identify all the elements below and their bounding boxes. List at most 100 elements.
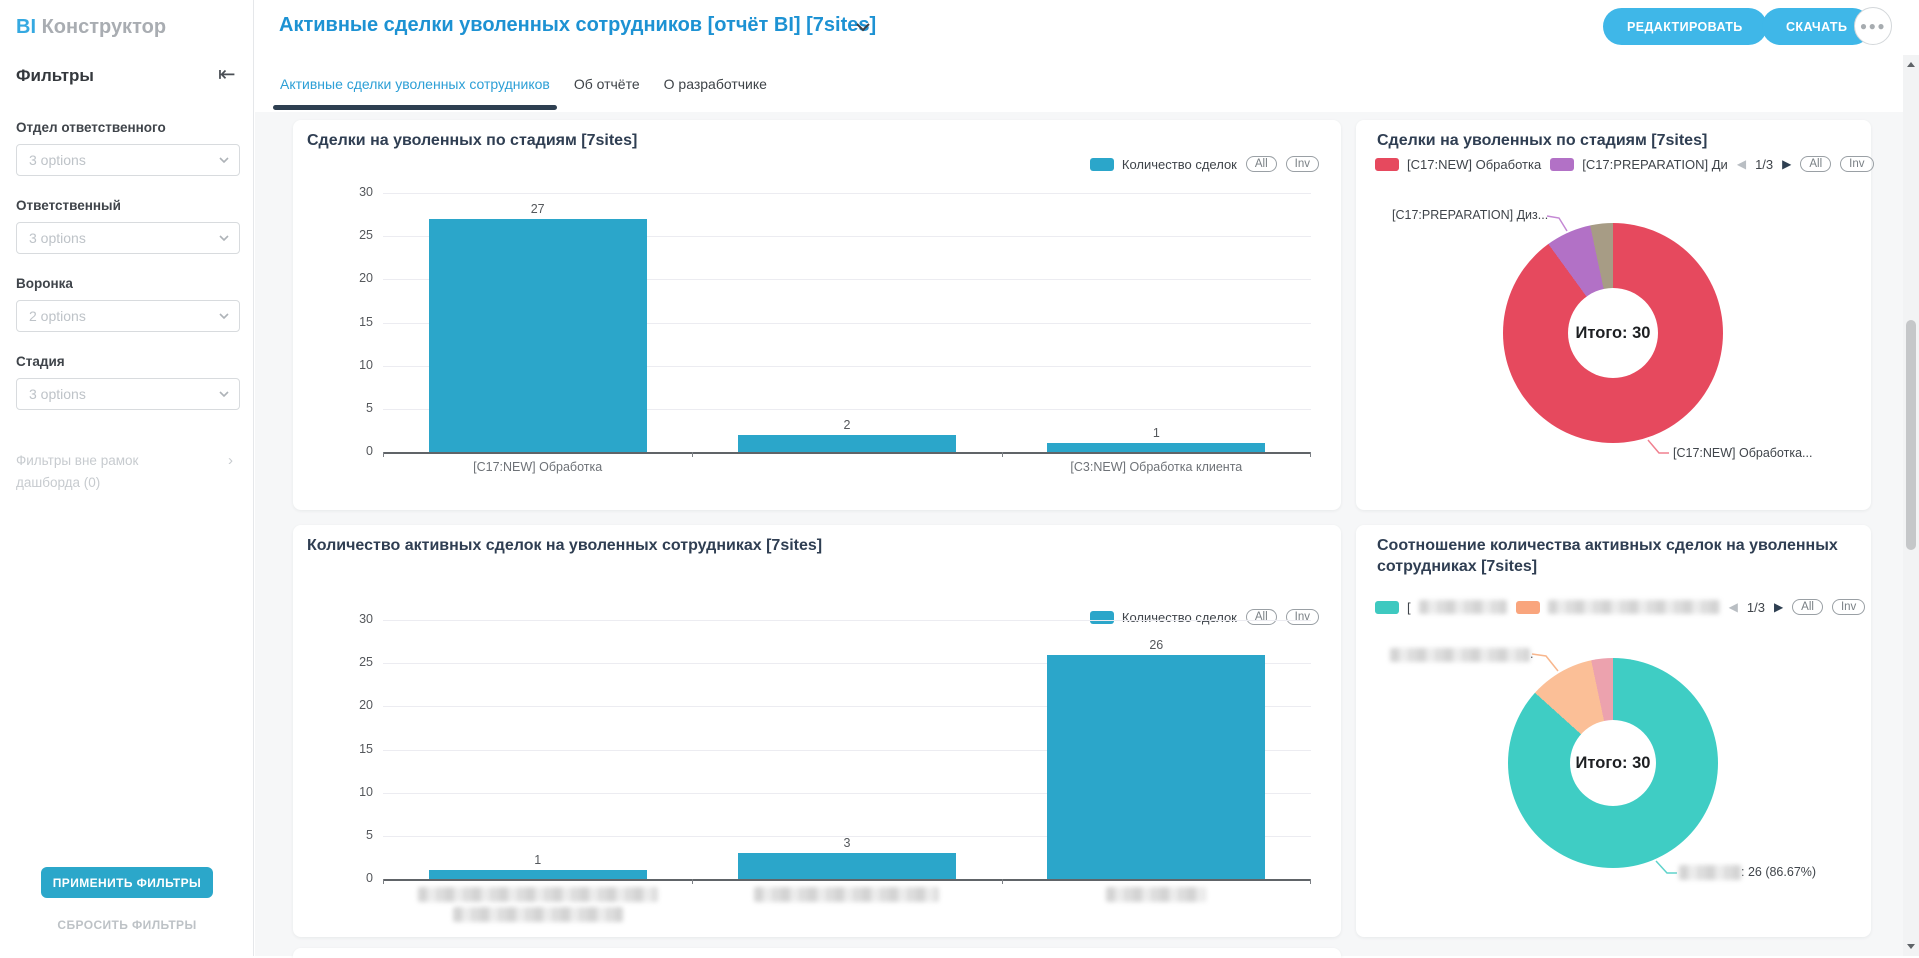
filters-list: Отдел ответственного 3 options Ответственн…: [16, 120, 240, 432]
chevron-down-icon[interactable]: [855, 22, 871, 32]
legend-all-button[interactable]: All: [1792, 599, 1823, 615]
legend-item[interactable]: Количество сделок: [1089, 157, 1237, 172]
donut-total-label: Итого: 30: [1575, 753, 1651, 772]
legend-item[interactable]: [C17:NEW] Обработка: [1375, 157, 1541, 172]
report-title[interactable]: Активные сделки уволенных сотрудников [о…: [279, 14, 877, 36]
bar[interactable]: [428, 218, 647, 452]
bar-value-label: 27: [530, 201, 545, 216]
bar-slot: 27: [383, 193, 692, 452]
scroll-down-icon[interactable]: [1907, 944, 1915, 949]
download-button[interactable]: СКАЧАТЬ: [1762, 8, 1872, 45]
y-tick-label: 10: [359, 357, 373, 372]
legend-swatch: [1515, 600, 1540, 614]
legend-inv-button[interactable]: Inv: [1831, 599, 1866, 615]
y-tick-label: 25: [359, 228, 373, 243]
more-options-button[interactable]: ●●●: [1854, 7, 1892, 45]
vertical-scrollbar[interactable]: [1903, 55, 1919, 956]
tab-2[interactable]: О разработчике: [663, 76, 767, 92]
filter-select[interactable]: 3 options: [16, 144, 240, 176]
legend-next-icon[interactable]: ▶: [1782, 157, 1792, 171]
legend-item[interactable]: [1515, 600, 1720, 614]
gridline: [383, 749, 1311, 751]
y-tick-label: 30: [359, 612, 373, 626]
legend-inv-button[interactable]: Inv: [1285, 156, 1319, 172]
external-filters-label[interactable]: Фильтры вне рамок дашборда (0): [16, 453, 139, 490]
axis-tick: [1310, 879, 1311, 884]
logo-name: Конструктор: [41, 16, 167, 38]
axis-tick: [1001, 452, 1003, 457]
filter-select[interactable]: 3 options: [16, 222, 240, 254]
filter-select[interactable]: 2 options: [16, 300, 240, 332]
chevron-down-icon: [219, 157, 229, 164]
censored-axis-text: [452, 907, 623, 922]
filter-group: Ответственный 3 options: [16, 198, 240, 254]
filter-group: Стадия 3 options: [16, 354, 240, 410]
bar[interactable]: [737, 434, 956, 452]
legend-label: [C17:NEW] Обработка: [1407, 156, 1542, 172]
chevron-right-icon[interactable]: ›: [228, 452, 233, 469]
legend-page-indicator: 1/3: [1755, 156, 1774, 172]
bar-value-label: 26: [1149, 637, 1164, 652]
censored-axis-text: [1106, 887, 1207, 902]
header: Активные сделки уволенных сотрудников [о…: [255, 0, 1903, 112]
edit-button[interactable]: РЕДАКТИРОВАТЬ: [1603, 8, 1767, 45]
axis-tick: [692, 879, 694, 884]
collapse-sidebar-icon[interactable]: ⇤: [218, 63, 236, 86]
legend-prev-icon[interactable]: ◀: [1736, 157, 1747, 171]
chevron-down-icon: [219, 313, 229, 320]
card-active-deals-bar: Количество активных сделок на уволенных …: [293, 525, 1341, 937]
scrollbar-thumb[interactable]: [1906, 320, 1916, 550]
chart-title: Сделки на уволенных по стадиям [7sites]: [1377, 132, 1708, 149]
filter-group: Отдел ответственного 3 options: [16, 120, 240, 176]
donut-center: Итого: 30: [1570, 720, 1656, 806]
y-tick-label: 10: [359, 784, 373, 799]
next-card-peek: [293, 948, 1341, 958]
bar[interactable]: [1047, 654, 1266, 879]
filter-value: 3 options: [29, 230, 86, 246]
axis-tick: [383, 879, 384, 884]
filter-label: Ответственный: [16, 198, 121, 213]
legend-item[interactable]: [C17:PREPARATION] Ди: [1550, 157, 1728, 172]
filter-label: Воронка: [16, 276, 73, 291]
censored-legend-text: [1418, 600, 1507, 614]
bar-value-label: 2: [843, 417, 851, 432]
gridline: [383, 193, 1311, 194]
legend-all-button[interactable]: All: [1245, 156, 1277, 172]
gridline: [383, 279, 1311, 281]
bar[interactable]: [737, 853, 956, 879]
bar[interactable]: [1047, 443, 1266, 452]
card-active-deals-donut: Соотношение количества активных сделок н…: [1356, 525, 1871, 937]
scroll-up-icon[interactable]: [1907, 62, 1915, 67]
legend-inv-button[interactable]: Inv: [1840, 156, 1874, 172]
logo-bi: BI: [16, 16, 36, 38]
chart-legend: Количество сделок All Inv: [1089, 156, 1319, 172]
censored-callout-text: [1679, 865, 1741, 881]
bar-value-label: 1: [1152, 426, 1160, 441]
sidebar: BI Конструктор Фильтры ⇤ Отдел ответстве…: [0, 0, 254, 956]
apply-filters-button[interactable]: ПРИМЕНИТЬ ФИЛЬТРЫ: [41, 867, 213, 898]
filter-label: Стадия: [16, 354, 65, 369]
legend-next-icon[interactable]: ▶: [1773, 600, 1784, 614]
reset-filters-button[interactable]: СБРОСИТЬ ФИЛЬТРЫ: [57, 918, 197, 932]
legend-item[interactable]: [: [1375, 600, 1507, 615]
y-tick-label: 0: [366, 444, 373, 458]
bar-slot: 1: [383, 620, 692, 879]
axis-tick: [1001, 879, 1003, 884]
bar-slot: 2: [692, 193, 1001, 452]
bar-slot: 3: [692, 620, 1001, 879]
card-deals-by-stage-bar: Сделки на уволенных по стадиям [7sites] …: [293, 120, 1341, 510]
tab-1[interactable]: Об отчёте: [573, 76, 640, 92]
filter-select[interactable]: 3 options: [16, 378, 240, 410]
donut-callout-top: [C17:PREPARATION] Диз...: [1392, 208, 1549, 222]
gridline: [383, 620, 1311, 621]
x-axis-label: [C3:NEW] Обработка клиента: [1070, 460, 1243, 474]
y-tick-label: 20: [359, 698, 373, 713]
tab-0[interactable]: Активные сделки уволенных сотрудников: [273, 76, 557, 112]
bar[interactable]: [428, 870, 647, 879]
y-tick-label: 30: [359, 185, 373, 199]
y-tick-label: 15: [359, 741, 373, 756]
legend-prev-icon[interactable]: ◀: [1728, 600, 1738, 614]
gridline: [383, 663, 1311, 665]
y-tick-label: 15: [359, 314, 373, 329]
legend-all-button[interactable]: All: [1800, 156, 1832, 172]
